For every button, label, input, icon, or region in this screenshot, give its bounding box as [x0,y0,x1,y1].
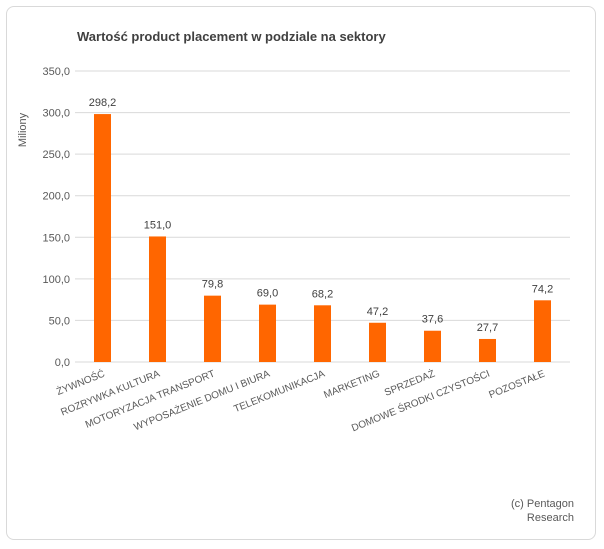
y-tick-label: 350,0 [42,66,70,78]
bar [534,300,551,362]
y-tick-label: 300,0 [42,108,70,120]
bar [369,322,386,362]
data-label: 47,2 [367,306,388,318]
bar [424,330,441,362]
y-tick-label: 0,0 [55,357,70,369]
x-tick-label: TELEKOMUNIKACJA [232,368,327,415]
y-axis-label: Miliony [17,112,29,147]
data-label: 37,6 [422,314,443,326]
x-tick-label: MARKETING [322,369,381,402]
bar [314,305,331,362]
data-label: 79,8 [202,279,223,291]
y-tick-label: 100,0 [42,274,70,286]
bar [259,304,276,362]
bar [94,114,111,363]
data-label: 69,0 [257,288,278,300]
data-label: 151,0 [144,219,172,231]
y-tick-label: 50,0 [49,315,70,327]
bar [479,338,496,362]
y-tick-label: 200,0 [42,191,70,203]
source-note: (c) Pentagon Research [511,498,574,524]
data-label: 27,7 [477,322,498,334]
bar [204,295,221,362]
y-tick-label: 250,0 [42,149,70,161]
bar [149,236,166,362]
x-tick-label: POZOSTAŁE [488,368,547,401]
y-tick-label: 150,0 [42,232,70,244]
data-label: 298,2 [89,97,117,109]
chart-title: Wartość product placement w podziale na … [77,29,386,44]
data-label: 68,2 [312,288,333,300]
data-label: 74,2 [532,283,553,295]
